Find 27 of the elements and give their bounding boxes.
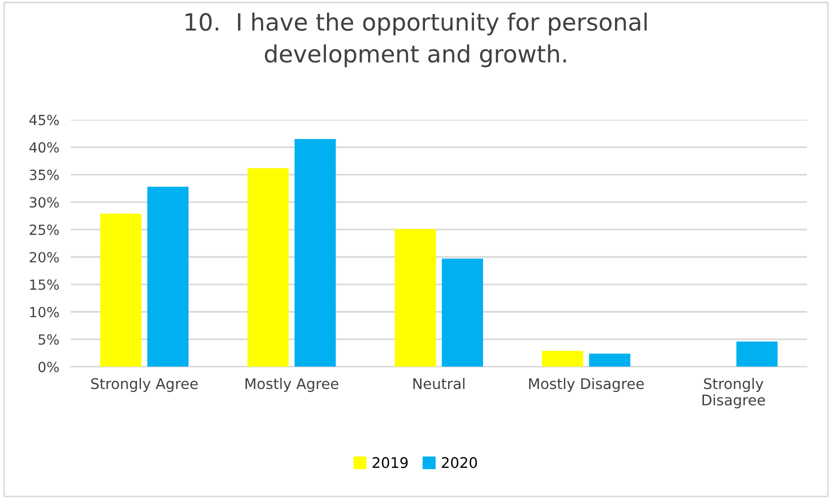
y-tick-label: 25%	[30, 224, 59, 236]
y-tick-label: 35%	[30, 170, 59, 180]
y-tick-label: 40%	[29, 142, 59, 153]
y-tick-label: 0%	[38, 362, 59, 372]
x-tick-label: Neutral	[413, 378, 464, 390]
bar	[736, 342, 778, 367]
bar	[442, 258, 484, 367]
bar	[100, 214, 142, 367]
bar	[294, 138, 336, 367]
y-tick-label: 45%	[29, 114, 59, 126]
bar	[589, 354, 630, 367]
bar	[542, 350, 584, 367]
legend-label: 2019	[372, 457, 408, 468]
x-tick-label: Strongly Disagree	[702, 378, 765, 408]
chart-title: 10. I have the opportunity for personal development and growth.	[186, 12, 647, 68]
x-tick-label: Mostly Agree	[246, 378, 338, 392]
bar	[394, 228, 436, 367]
y-tick-label: 15%	[30, 279, 59, 290]
x-tick-label: Mostly Disagree	[529, 378, 644, 392]
y-tick-label: 30%	[30, 197, 59, 208]
bar	[147, 186, 189, 367]
y-tick-label: 5%	[38, 334, 59, 345]
y-tick-label: 20%	[30, 252, 59, 262]
x-tick-label: Strongly Agree	[91, 378, 198, 392]
legend-label: 2020	[442, 457, 477, 468]
y-tick-label: 10%	[30, 306, 59, 318]
bar	[247, 168, 289, 367]
